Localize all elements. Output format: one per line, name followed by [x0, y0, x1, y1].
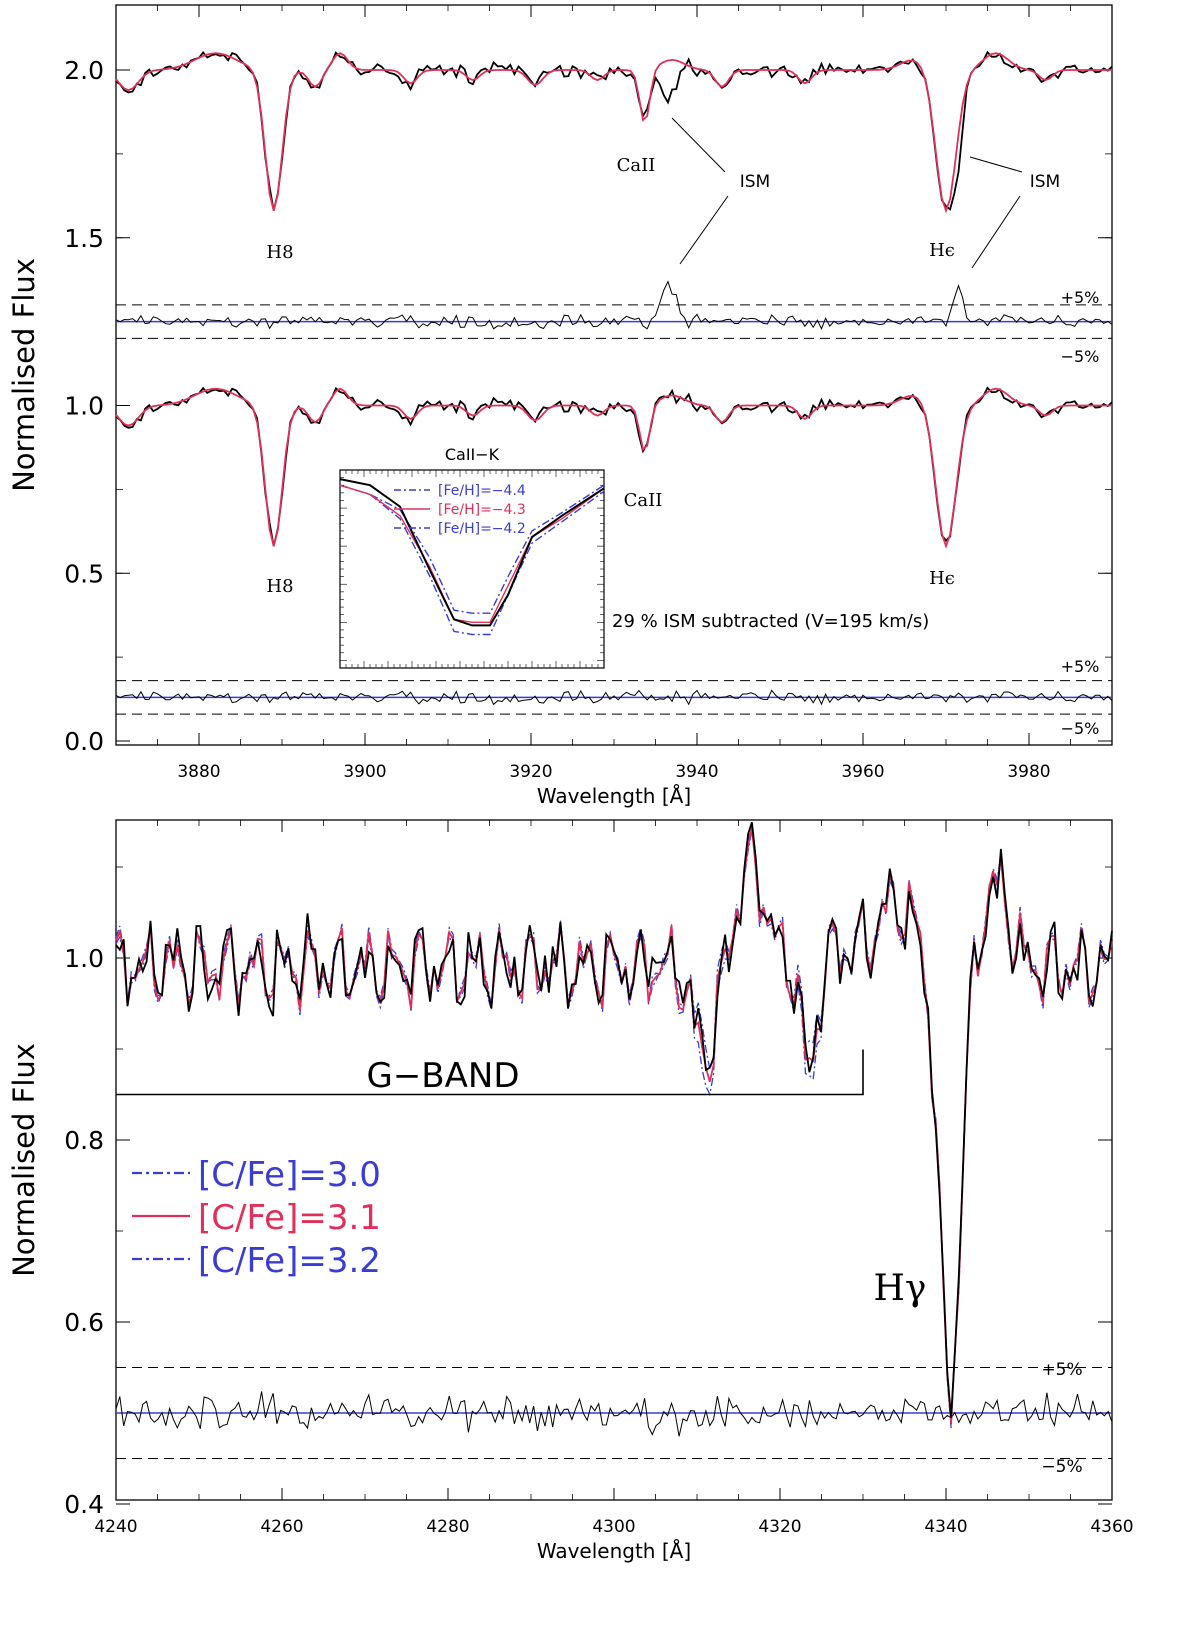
p2-synthetic-cfe-3.1 [115, 827, 1113, 1424]
p1-label-ism-1: ISM [740, 172, 770, 192]
p1-xtick-label: 3880 [177, 762, 220, 782]
p1-xtick-label: 3900 [343, 762, 386, 782]
p2-xtick-label: 4280 [426, 1517, 469, 1537]
p1-ytick-label: 0.0 [64, 727, 104, 756]
p2-ylabel: Normalised Flux [7, 1043, 41, 1277]
inset-legend-label: [Fe/H]=−4.3 [438, 502, 526, 518]
p1-ylabel: Normalised Flux [7, 258, 41, 492]
p1-label-ism-2: ISM [1030, 172, 1060, 192]
p1-ytick-label: 2.0 [64, 56, 104, 85]
inset-curve [339, 478, 605, 627]
p2-synthetic-cfe-3.2 [115, 829, 1113, 1419]
p1-synthetic-lower [115, 387, 1112, 549]
p1-observed-lower [115, 386, 1113, 547]
p2-residual [115, 1391, 1113, 1437]
p1-observed-upper [115, 50, 1113, 211]
p2-xlabel: Wavelength [Å] [537, 1539, 691, 1563]
inset-title: CaII−K [445, 445, 500, 464]
p1-ism-pointer [671, 117, 726, 173]
p1-label-heps-lower: Hϵ [929, 568, 955, 589]
p2-xtick-label: 4260 [260, 1517, 303, 1537]
p2-legend-label: [C/Fe]=3.2 [198, 1241, 381, 1281]
p1-ism-pointer [969, 156, 1023, 173]
p1-ism-pointer [971, 195, 1021, 269]
p2-gband-bracket [116, 1049, 864, 1096]
p1-ism-pointer [679, 195, 729, 265]
p2-ytick-label: 0.4 [64, 1490, 104, 1519]
p2-label-gband: G−BAND [366, 1056, 519, 1096]
p1-label-h8-lower: H8 [266, 576, 293, 597]
p2-label-plus5: +5% [1041, 1360, 1082, 1380]
p1-label-plus5-upper: +5% [1061, 288, 1100, 307]
p2-ytick-label: 0.8 [64, 1126, 104, 1155]
p1-label-heps-upper: Hϵ [929, 240, 955, 261]
p2-ytick-label: 0.6 [64, 1308, 104, 1337]
p1-xlabel: Wavelength [Å] [537, 784, 691, 808]
p1-label-plus5-lower: +5% [1061, 657, 1100, 676]
p1-synthetic-upper [115, 52, 1112, 214]
p2-legend-label: [C/Fe]=3.1 [198, 1198, 381, 1238]
p2-ytick-label: 1.0 [64, 944, 104, 973]
p1-ytick-label: 1.0 [64, 392, 104, 421]
inset-curve [339, 484, 605, 636]
p1-label-caii-upper: CaII [617, 155, 656, 176]
p1-xtick-label: 3980 [1007, 762, 1050, 782]
p2-label-hgamma: Hγ [874, 1268, 927, 1309]
p2-xtick-label: 4320 [758, 1517, 801, 1537]
p1-xtick-label: 3940 [675, 762, 718, 782]
p2-xtick-label: 4360 [1090, 1517, 1133, 1537]
p1-label-ism-subtracted: 29 % ISM subtracted (V=195 km/s) [612, 611, 929, 632]
p2-observed [115, 822, 1113, 1418]
p1-frame [115, 4, 1113, 746]
p2-legend-label: [C/Fe]=3.0 [198, 1155, 381, 1195]
p1-residual-upper [115, 280, 1113, 330]
p1-residual-lower [115, 689, 1113, 706]
p2-synthetic-cfe-3.0 [115, 824, 1113, 1429]
inset-legend-label: [Fe/H]=−4.2 [438, 521, 526, 537]
p1-xtick-label: 3960 [841, 762, 884, 782]
p1-label-minus5-upper: −5% [1061, 347, 1100, 366]
p1-xtick-label: 3920 [509, 762, 552, 782]
p1-label-h8-upper: H8 [266, 242, 293, 263]
p2-xtick-label: 4240 [94, 1517, 137, 1537]
p2-xtick-label: 4340 [924, 1517, 967, 1537]
inset-frame [339, 469, 605, 669]
inset-legend-label: [Fe/H]=−4.4 [438, 483, 526, 499]
inset-curve [339, 484, 605, 614]
p2-label-minus5: −5% [1041, 1457, 1082, 1477]
p2-xtick-label: 4300 [592, 1517, 635, 1537]
p1-label-caii-lower: CaII [624, 490, 663, 511]
p1-label-minus5-lower: −5% [1061, 719, 1100, 738]
p1-ytick-label: 1.5 [64, 224, 104, 253]
p1-ytick-label: 0.5 [64, 559, 104, 588]
